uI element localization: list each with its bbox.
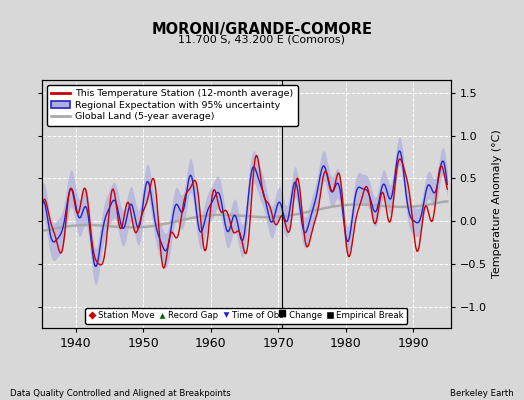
- Text: 11.700 S, 43.200 E (Comoros): 11.700 S, 43.200 E (Comoros): [179, 34, 345, 44]
- Y-axis label: Temperature Anomaly (°C): Temperature Anomaly (°C): [492, 130, 502, 278]
- Text: Data Quality Controlled and Aligned at Breakpoints: Data Quality Controlled and Aligned at B…: [10, 389, 231, 398]
- Text: MORONI/GRANDE-COMORE: MORONI/GRANDE-COMORE: [151, 22, 373, 37]
- Legend: Station Move, Record Gap, Time of Obs. Change, Empirical Break: Station Move, Record Gap, Time of Obs. C…: [85, 308, 408, 324]
- Text: Berkeley Earth: Berkeley Earth: [450, 389, 514, 398]
